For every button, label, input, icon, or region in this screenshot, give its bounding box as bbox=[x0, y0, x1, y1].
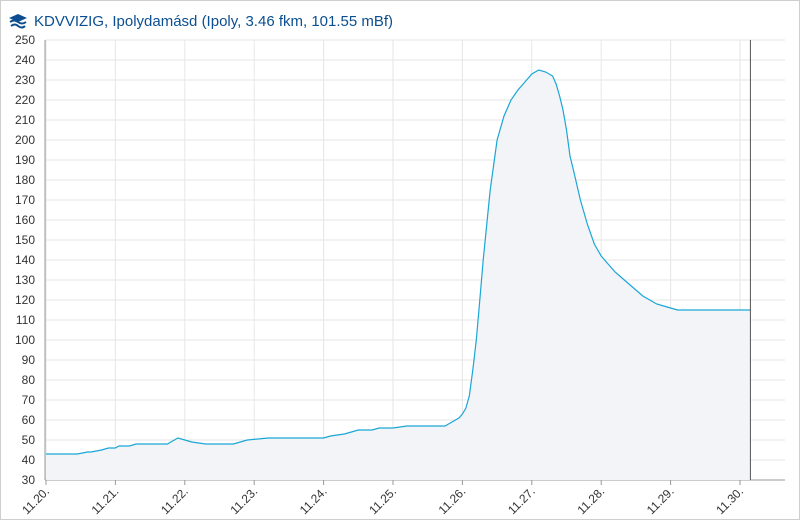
y-tick-label: 170 bbox=[15, 193, 35, 207]
y-tick-label: 190 bbox=[15, 153, 35, 167]
y-tick-label: 200 bbox=[15, 133, 35, 147]
chart-title: KDVVIZIG, Ipolydamásd (Ipoly, 3.46 fkm, … bbox=[34, 12, 394, 30]
y-tick-label: 40 bbox=[22, 453, 36, 467]
x-tick-label: 11.20. bbox=[19, 484, 52, 517]
series-area-fill bbox=[46, 70, 751, 480]
y-tick-label: 130 bbox=[15, 273, 35, 287]
y-tick-label: 50 bbox=[22, 433, 36, 447]
y-tick-label: 80 bbox=[22, 373, 36, 387]
x-tick-label: 11.28. bbox=[574, 484, 607, 517]
x-tick-label: 11.21. bbox=[89, 484, 122, 517]
kdvvizig-logo-icon bbox=[9, 14, 27, 29]
y-tick-label: 120 bbox=[15, 293, 35, 307]
y-tick-label: 110 bbox=[16, 313, 35, 327]
x-tick-label: 11.23. bbox=[227, 484, 260, 517]
y-tick-label: 150 bbox=[15, 233, 35, 247]
y-tick-label: 240 bbox=[15, 53, 35, 67]
y-tick-label: 210 bbox=[15, 113, 35, 127]
x-tick-label: 11.26. bbox=[436, 484, 469, 517]
x-tick-label: 11.27. bbox=[505, 484, 538, 517]
y-tick-label: 30 bbox=[22, 473, 36, 487]
y-tick-label: 100 bbox=[15, 333, 35, 347]
x-tick-label: 11.25. bbox=[366, 484, 399, 517]
y-tick-label: 140 bbox=[15, 253, 35, 267]
y-tick-label: 180 bbox=[15, 173, 35, 187]
x-tick-label: 11.24. bbox=[297, 484, 330, 517]
series-line bbox=[46, 69, 751, 455]
y-tick-label: 230 bbox=[15, 73, 35, 87]
y-tick-label: 250 bbox=[15, 33, 35, 47]
y-tick-label: 220 bbox=[15, 93, 35, 107]
x-tick-label: 11.22. bbox=[158, 484, 191, 517]
x-tick-label: 11.29. bbox=[644, 484, 677, 517]
x-tick-label: 11.30. bbox=[713, 484, 746, 517]
y-tick-label: 160 bbox=[15, 213, 35, 227]
y-tick-label: 90 bbox=[22, 353, 36, 367]
y-tick-label: 60 bbox=[22, 413, 36, 427]
chart-header: KDVVIZIG, Ipolydamásd (Ipoly, 3.46 fkm, … bbox=[8, 10, 393, 32]
y-tick-label: 70 bbox=[22, 393, 36, 407]
